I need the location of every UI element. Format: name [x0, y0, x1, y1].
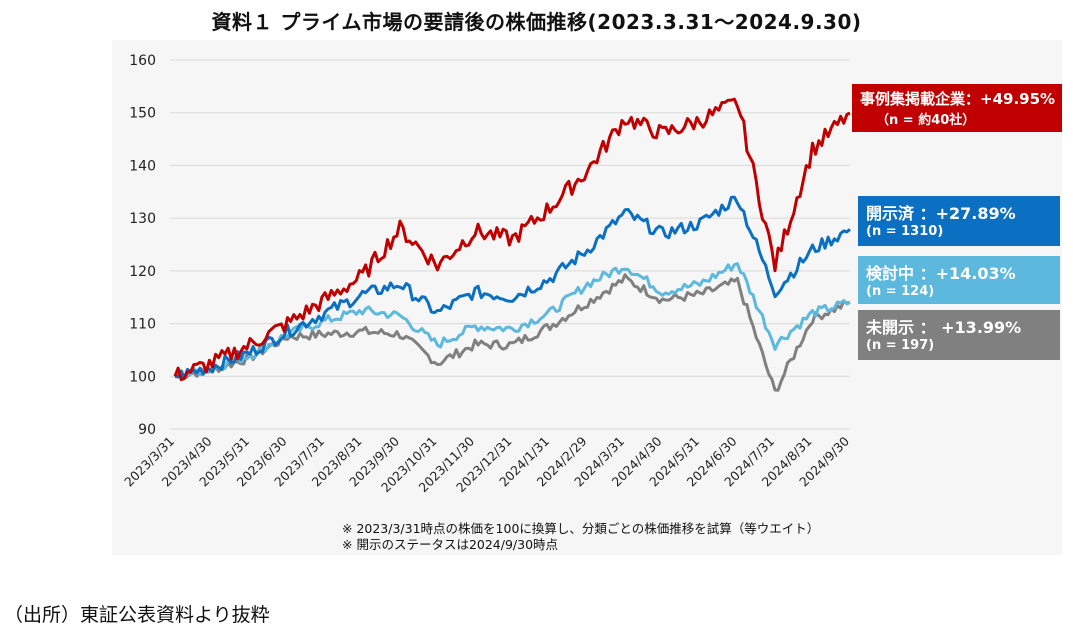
- annotation-undisclosed: 未開示 ： +13.99% (n = 197): [858, 310, 1060, 360]
- chart-notes: ※ 2023/3/31時点の株価を100に換算し、分類ごとの株価推移を試算（等ウ…: [342, 521, 819, 553]
- annotation-disclosed-line1: 開示済 ：+27.89%: [866, 204, 1016, 223]
- y-tick-label-100: 100: [129, 369, 156, 385]
- note-2: ※ 開示のステータスは2024/9/30時点: [342, 537, 559, 552]
- annotation-undisclosed-line1: 未開示 ： +13.99%: [866, 318, 1022, 337]
- annotation-case-study-line2: （n = 約40社）: [876, 113, 976, 128]
- annotation-undisclosed-line2: (n = 197): [866, 338, 935, 353]
- annotation-considering-line1: 検討中 ：+14.03%: [866, 264, 1016, 283]
- annotation-case-study: 事例集掲載企業：+49.95% （n = 約40社）: [852, 84, 1062, 132]
- series-line-1: [174, 195, 851, 380]
- y-tick-label-150: 150: [129, 106, 156, 122]
- x-axis-ticks: 2023/3/312023/4/302023/5/312023/6/302023…: [121, 433, 852, 495]
- y-axis-ticks: 90 100 110 120 130 140 150 160: [129, 53, 156, 438]
- chart-title: 資料１ プライム市場の要請後の株価推移(2023.3.31～2024.9.30): [211, 10, 862, 34]
- annotation-case-study-line1: 事例集掲載企業：+49.95%: [860, 90, 1056, 108]
- series-line-2: [174, 262, 851, 379]
- series-line-3: [174, 273, 851, 392]
- series-line-0: [173, 97, 851, 382]
- y-tick-label-110: 110: [129, 317, 156, 333]
- annotation-considering: 検討中 ：+14.03% (n = 124): [858, 256, 1060, 304]
- gridlines: [170, 59, 850, 430]
- y-tick-label-120: 120: [129, 264, 156, 280]
- y-tick-label-90: 90: [138, 422, 156, 438]
- note-1: ※ 2023/3/31時点の株価を100に換算し、分類ごとの株価推移を試算（等ウ…: [342, 521, 820, 536]
- y-tick-label-130: 130: [129, 211, 156, 227]
- series-lines: [173, 97, 851, 392]
- annotation-disclosed-line2: (n = 1310): [866, 224, 944, 239]
- y-tick-label-140: 140: [129, 158, 156, 174]
- annotation-considering-line2: (n = 124): [866, 284, 935, 299]
- source-citation: （出所）東証公表資料より抜粋: [4, 604, 270, 626]
- y-tick-label-160: 160: [129, 53, 156, 69]
- annotation-disclosed: 開示済 ：+27.89% (n = 1310): [858, 196, 1060, 246]
